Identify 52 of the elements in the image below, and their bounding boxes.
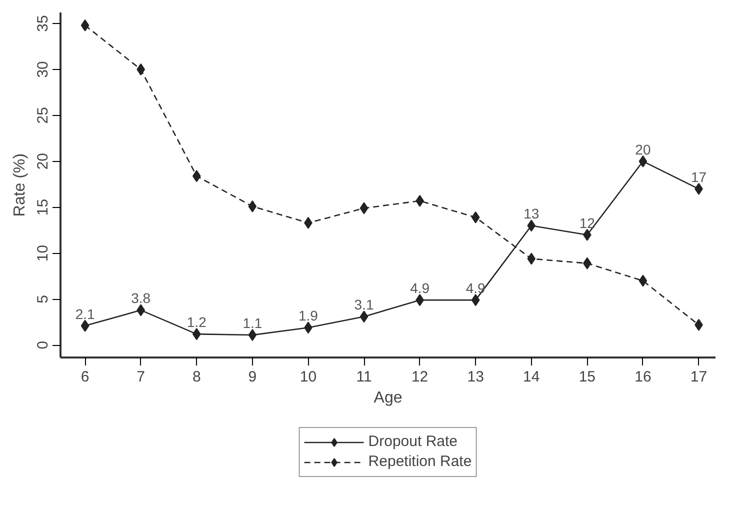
- data-label: 2.1: [75, 306, 95, 322]
- point: [360, 310, 368, 323]
- data-label: 1.9: [298, 308, 318, 324]
- data-label: 3.1: [354, 296, 374, 313]
- x-tick-label: 10: [300, 368, 317, 386]
- y-tick-label: 20: [34, 152, 52, 170]
- point: [136, 63, 146, 76]
- point: [192, 328, 201, 340]
- y-tick-label: 10: [34, 244, 52, 262]
- x-tick-label: 11: [356, 368, 372, 386]
- data-label: 12: [579, 214, 596, 231]
- data-label: 17: [690, 168, 707, 185]
- x-tick-label: 12: [411, 368, 428, 386]
- x-tick-label: 13: [467, 368, 484, 386]
- y-tick-label: 0: [34, 340, 52, 350]
- y-axis-title: Rate (%): [12, 153, 28, 217]
- data-label: 13: [524, 206, 540, 222]
- point: [80, 320, 90, 332]
- legend-label: Repetition Rate: [368, 453, 472, 470]
- point: [248, 328, 257, 341]
- point: [136, 304, 146, 316]
- x-tick-label: 14: [523, 368, 540, 386]
- legend-label: Dropout Rate: [368, 433, 458, 450]
- x-tick-label: 7: [136, 368, 146, 386]
- point: [80, 19, 90, 32]
- x-tick-label: 16: [634, 368, 652, 386]
- data-label: 20: [635, 141, 651, 158]
- point: [527, 220, 536, 232]
- x-tick-label: 6: [80, 368, 90, 386]
- x-tick-label: 8: [192, 368, 201, 386]
- y-tick-label: 25: [34, 107, 52, 124]
- point: [360, 202, 368, 214]
- data-label: 4.9: [410, 280, 430, 296]
- point: [638, 155, 648, 168]
- y-tick-label: 30: [34, 61, 52, 78]
- point: [638, 274, 648, 287]
- point: [248, 200, 257, 212]
- point: [471, 294, 480, 306]
- y-tick-label: 15: [34, 198, 52, 216]
- x-tick-label: 17: [690, 368, 708, 386]
- data-label: 1.2: [186, 314, 207, 330]
- data-label: 3.8: [131, 290, 151, 306]
- x-tick-label: 9: [248, 368, 257, 386]
- x-tick-label: 15: [578, 368, 596, 386]
- y-tick-label: 35: [34, 15, 52, 32]
- point: [527, 252, 536, 265]
- point: [192, 170, 201, 182]
- data-label: 4.9: [466, 280, 486, 296]
- data-label: 1.1: [242, 314, 262, 331]
- y-tick-label: 5: [34, 294, 52, 304]
- point: [471, 211, 480, 224]
- x-axis-title: Age: [374, 390, 402, 406]
